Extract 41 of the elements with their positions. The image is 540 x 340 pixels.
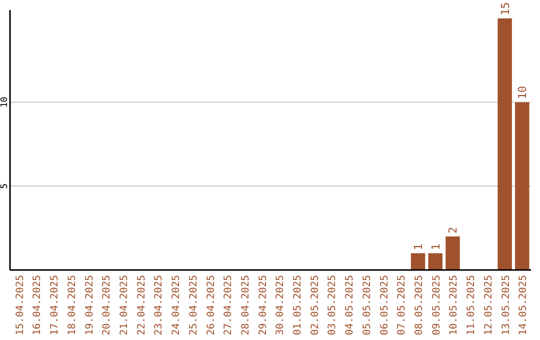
y-tick-label: 5 — [0, 183, 10, 189]
data-label: 2 — [446, 226, 460, 234]
data-label: 10 — [516, 86, 530, 100]
x-tick-label: 14.05.2025 — [518, 275, 530, 336]
data-label: 1 — [412, 244, 426, 250]
x-tick-label: 27.04.2025 — [223, 275, 234, 336]
x-tick-label: 21.04.2025 — [118, 275, 130, 336]
x-tick-label: 16.04.2025 — [32, 275, 44, 336]
x-tick-label: 02.05.2025 — [310, 275, 321, 336]
bar — [410, 253, 426, 270]
x-tick-label: 15.04.2025 — [14, 275, 26, 336]
bar — [446, 236, 460, 270]
x-tick-label: 24.04.2025 — [171, 275, 182, 336]
x-tick-label: 03.05.2025 — [327, 275, 338, 336]
bar — [515, 102, 530, 270]
x-tick-label: 23.04.2025 — [154, 275, 165, 336]
x-tick-label: 10.05.2025 — [448, 275, 460, 336]
x-tick-label: 09.05.2025 — [431, 275, 442, 336]
data-label: 1 — [429, 244, 442, 250]
x-tick-label: 08.05.2025 — [414, 275, 426, 336]
x-tick-label: 05.05.2025 — [362, 275, 373, 336]
x-tick-label: 04.05.2025 — [344, 275, 356, 336]
x-tick-label: 20.04.2025 — [102, 275, 113, 336]
x-tick-label: 25.04.2025 — [188, 275, 200, 336]
x-tick-label: 30.04.2025 — [275, 275, 286, 336]
x-tick-label: 17.04.2025 — [50, 275, 61, 336]
x-tick-label: 01.05.2025 — [292, 275, 304, 336]
bar — [428, 253, 442, 270]
x-tick-label: 22.04.2025 — [136, 275, 148, 336]
x-tick-label: 13.05.2025 — [500, 275, 512, 336]
x-tick-label: 19.04.2025 — [84, 275, 96, 336]
data-label: 15 — [498, 2, 512, 16]
bar — [498, 18, 512, 270]
x-tick-label: 06.05.2025 — [379, 275, 390, 336]
x-tick-label: 07.05.2025 — [396, 275, 408, 336]
x-tick-label: 26.04.2025 — [206, 275, 217, 336]
x-tick-label: 11.05.2025 — [466, 275, 478, 336]
x-tick-label: 29.04.2025 — [258, 275, 269, 336]
x-tick-label: 18.04.2025 — [66, 275, 78, 336]
x-tick-label: 12.05.2025 — [483, 275, 494, 336]
x-tick-label: 28.04.2025 — [240, 275, 252, 336]
